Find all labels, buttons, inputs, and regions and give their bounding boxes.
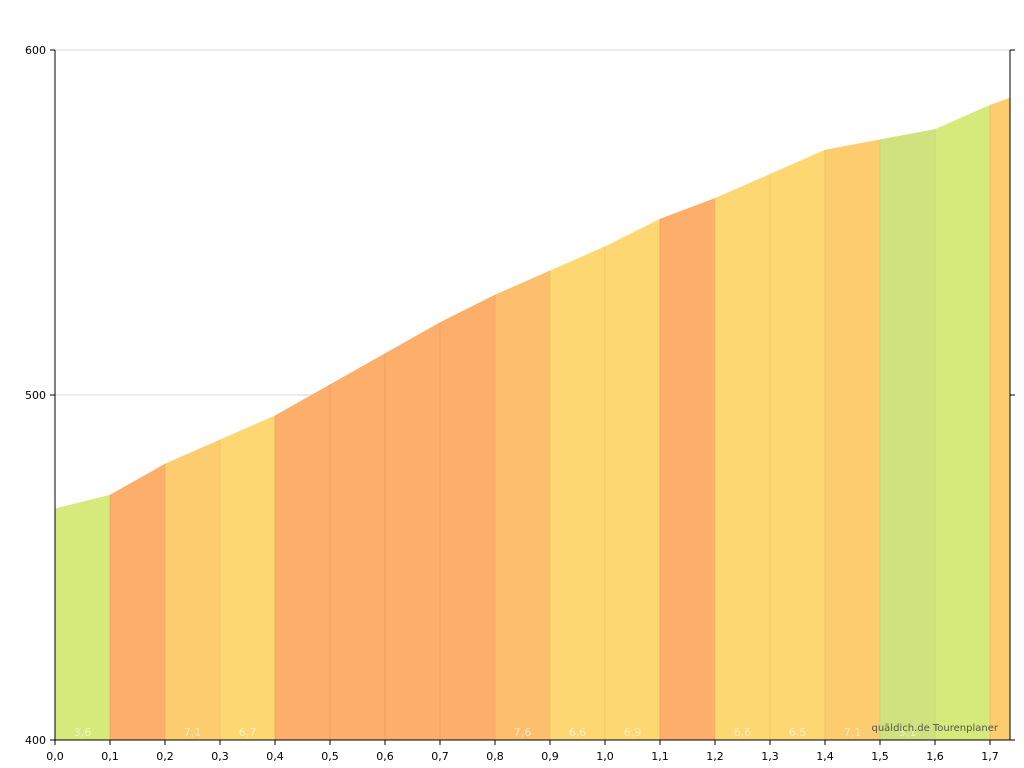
profile-segment xyxy=(934,104,991,741)
profile-segment xyxy=(439,294,496,741)
x-tick-label: 0,8 xyxy=(486,750,504,763)
x-tick-label: 1,1 xyxy=(651,750,669,763)
y-tick-label: 400 xyxy=(25,734,46,747)
segment-gradient-label: 7,6 xyxy=(514,726,532,739)
x-tick-label: 0,6 xyxy=(376,750,394,763)
segment-gradient-label: 6,9 xyxy=(624,726,642,739)
x-tick-label: 0,5 xyxy=(321,750,339,763)
profile-segment xyxy=(274,384,331,741)
y-axis-ticks: 400 500 600 xyxy=(25,44,1015,747)
x-tick-label: 0,1 xyxy=(101,750,119,763)
x-tick-label: 1,6 xyxy=(926,750,944,763)
x-tick-label: 1,5 xyxy=(871,750,889,763)
profile-segment xyxy=(219,415,276,741)
profile-segment xyxy=(824,139,881,741)
x-tick-label: 1,7 xyxy=(981,750,999,763)
x-tick-label: 0,7 xyxy=(431,750,449,763)
segment-gradient-label: 3,6 xyxy=(74,726,92,739)
credit-text: quäldich.de Tourenplaner xyxy=(871,723,998,734)
x-axis-ticks: 0,0 0,1 0,2 0,3 0,4 0,5 0,6 0,7 0,8 0,9 1,0 1,1 1,2 1… xyxy=(46,740,999,763)
profile-segment xyxy=(714,173,771,741)
segment-gradient-label: 6,7 xyxy=(239,726,257,739)
profile-segment xyxy=(384,322,441,741)
profile-segment xyxy=(879,129,936,741)
x-tick-label: 1,3 xyxy=(761,750,779,763)
segment-labels: 3,6 7,1 6,7 7,6 6,6 6,9 6,6 6,5 7,1 3,1 xyxy=(74,726,917,739)
y-tick-label: 600 xyxy=(25,44,46,57)
x-tick-label: 1,0 xyxy=(596,750,614,763)
profile-segment xyxy=(329,353,386,741)
profile-segment xyxy=(659,197,716,741)
segment-gradient-label: 6,6 xyxy=(569,726,587,739)
profile-segment xyxy=(494,270,551,741)
y-tick-label: 500 xyxy=(25,389,46,402)
x-tick-label: 0,2 xyxy=(156,750,174,763)
profile-segment xyxy=(989,97,1010,741)
x-tick-label: 1,2 xyxy=(706,750,724,763)
x-tick-label: 1,4 xyxy=(816,750,834,763)
segment-gradient-label: 3,1 xyxy=(899,726,917,739)
segment-gradient-label: 6,5 xyxy=(789,726,807,739)
segment-gradient-label: 7,1 xyxy=(844,726,862,739)
x-tick-label: 0,3 xyxy=(211,750,229,763)
x-tick-label: 0,4 xyxy=(266,750,284,763)
profile-segment xyxy=(549,246,606,741)
profile-segment xyxy=(54,494,111,741)
profile-segment xyxy=(109,463,166,741)
segment-gradient-label: 7,1 xyxy=(184,726,202,739)
segment-gradient-label: 6,6 xyxy=(734,726,752,739)
profile-segment xyxy=(769,149,826,741)
profile-segment xyxy=(604,218,661,741)
x-tick-label: 0,0 xyxy=(46,750,64,763)
profile-segments xyxy=(54,97,1010,741)
profile-segment xyxy=(164,439,221,741)
x-tick-label: 0,9 xyxy=(541,750,559,763)
